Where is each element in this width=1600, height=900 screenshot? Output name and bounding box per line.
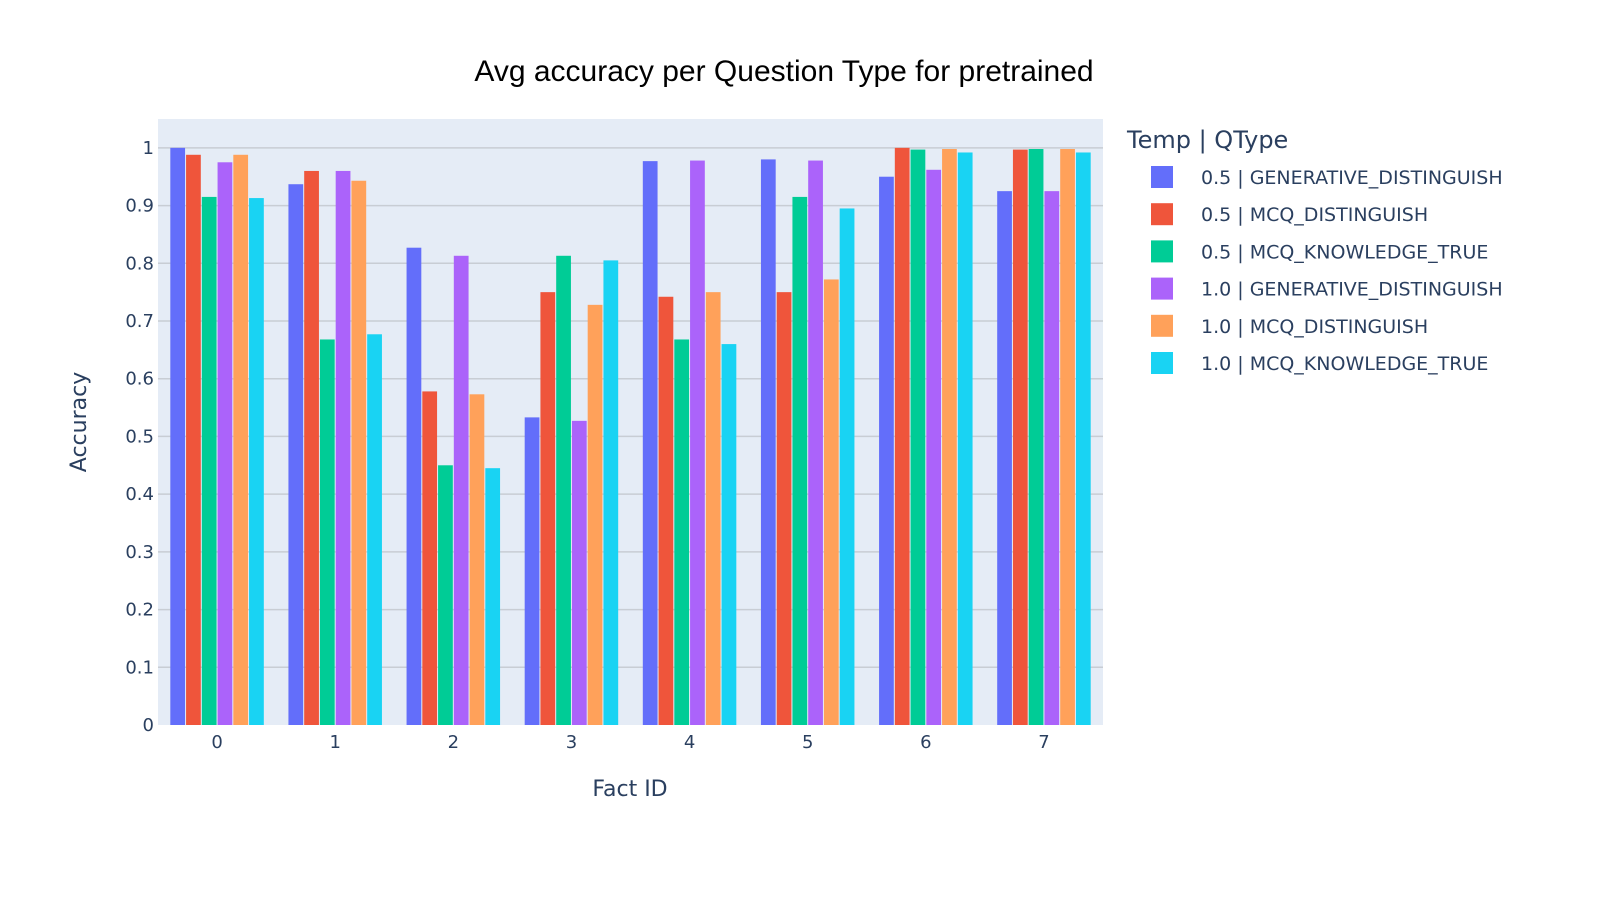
- y-tick-label: 0.2: [125, 600, 154, 621]
- y-tick-label: 0.6: [125, 369, 154, 390]
- legend-swatch: [1151, 166, 1173, 188]
- y-tick-label: 0: [143, 715, 154, 736]
- bar: [1012, 149, 1028, 726]
- bar: [438, 465, 453, 725]
- legend-swatch: [1151, 314, 1173, 337]
- bar: [186, 154, 201, 726]
- bar: [823, 279, 839, 725]
- bar: [406, 247, 422, 725]
- bar: [201, 196, 217, 725]
- bar: [351, 180, 367, 726]
- y-tick-label: 0.7: [125, 311, 154, 332]
- bar: [453, 255, 469, 726]
- y-tick-label: 0.8: [125, 253, 154, 274]
- bar: [249, 198, 264, 725]
- bar: [556, 255, 571, 726]
- legend-label: 1.0 | MCQ_DISTINGUISH: [1201, 316, 1428, 338]
- bar: [603, 260, 619, 725]
- legend: Temp | QType 0.5 | GENERATIVE_DISTINGUIS…: [1126, 126, 1503, 375]
- y-axis-title: Accuracy: [67, 372, 92, 472]
- legend-title: Temp | QType: [1126, 126, 1288, 154]
- bar: [894, 147, 910, 725]
- legend-label: 1.0 | MCQ_KNOWLEDGE_TRUE: [1201, 353, 1488, 375]
- bar: [1044, 191, 1060, 726]
- bar: [997, 191, 1012, 726]
- chart-title: Avg accuracy per Question Type for pretr…: [474, 55, 1093, 88]
- x-axis-ticks: 0 1 2 3 4 5 6 7: [211, 732, 1049, 753]
- bar: [524, 417, 540, 725]
- bar: [1075, 152, 1091, 725]
- y-tick-label: 0.9: [125, 196, 154, 217]
- bar: [1060, 149, 1075, 726]
- bar: [485, 468, 501, 725]
- bar: [335, 170, 351, 725]
- bar: [170, 147, 186, 725]
- bar: [792, 196, 808, 725]
- bar: [957, 152, 973, 725]
- y-tick-label: 0.5: [125, 426, 154, 447]
- bar: [642, 161, 658, 726]
- bar: [705, 292, 721, 725]
- x-tick-label: 3: [566, 732, 577, 753]
- legend-items: 0.5 | GENERATIVE_DISTINGUISH 0.5 | MCQ_DI…: [1151, 166, 1503, 375]
- x-tick-label: 6: [920, 732, 931, 753]
- bar: [288, 184, 304, 725]
- x-tick-label: 1: [329, 732, 340, 753]
- bar: [760, 159, 776, 725]
- bar: [540, 292, 556, 725]
- bar: [674, 339, 690, 725]
- bar: [469, 394, 485, 725]
- bar: [926, 169, 942, 725]
- legend-label: 0.5 | MCQ_KNOWLEDGE_TRUE: [1201, 241, 1488, 263]
- legend-label: 0.5 | MCQ_DISTINGUISH: [1201, 204, 1428, 226]
- legend-label: 1.0 | GENERATIVE_DISTINGUISH: [1201, 279, 1503, 301]
- bar: [1028, 149, 1044, 726]
- y-tick-label: 1: [143, 138, 154, 159]
- bar: [571, 420, 587, 725]
- legend-swatch: [1151, 240, 1173, 263]
- bar: [839, 208, 855, 725]
- bar: [304, 170, 319, 725]
- bar: [776, 292, 792, 725]
- bar: [233, 154, 249, 726]
- y-tick-label: 0.3: [125, 542, 154, 563]
- x-tick-label: 2: [448, 732, 459, 753]
- bar: [422, 391, 438, 725]
- bar: [319, 339, 335, 725]
- legend-swatch: [1151, 352, 1173, 374]
- x-axis-title: Fact ID: [592, 777, 667, 802]
- bar: [217, 162, 233, 726]
- bar: [658, 296, 674, 725]
- x-tick-label: 4: [684, 732, 695, 753]
- bar: [690, 160, 705, 725]
- x-tick-label: 5: [802, 732, 813, 753]
- bar: [910, 149, 926, 726]
- bars: [170, 147, 1091, 726]
- bar: [879, 176, 894, 725]
- y-axis-ticks: 0 0.1 0.2 0.3 0.4 0.5 0.6 0.7 0.8 0.9 1: [125, 138, 154, 736]
- x-tick-label: 7: [1038, 732, 1049, 753]
- y-tick-label: 0.4: [125, 484, 154, 505]
- bar: [587, 304, 603, 725]
- bar: [367, 334, 382, 725]
- bar: [942, 149, 957, 726]
- legend-label: 0.5 | GENERATIVE_DISTINGUISH: [1201, 167, 1503, 189]
- bar: [721, 344, 737, 725]
- y-tick-label: 0.1: [125, 657, 154, 678]
- legend-swatch: [1151, 277, 1173, 300]
- bar: [808, 160, 823, 725]
- legend-swatch: [1151, 203, 1173, 226]
- x-tick-label: 0: [211, 732, 222, 753]
